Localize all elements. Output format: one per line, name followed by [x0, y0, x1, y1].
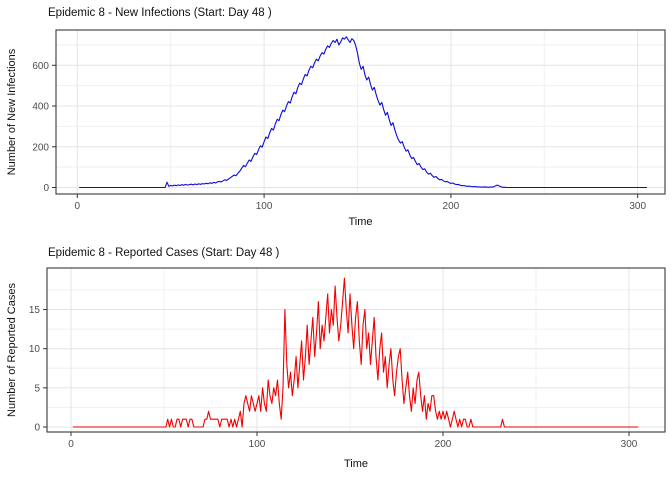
- panel-background: [47, 268, 665, 432]
- x-axis-label: Time: [343, 458, 369, 470]
- y-tick-label: 15: [29, 305, 41, 316]
- y-tick-label: 5: [34, 383, 40, 394]
- y-tick-label: 10: [29, 344, 41, 355]
- x-tick-label: 300: [621, 439, 638, 450]
- x-tick-label: 0: [68, 439, 74, 450]
- panel-border: [46, 267, 666, 433]
- new-infections-plot-canvas: 0 100 200 300 0 200 400 600: [32, 29, 666, 212]
- x-tick-label: 100: [249, 439, 266, 450]
- x-axis-label: Time: [348, 216, 373, 228]
- y-axis-label: Number of New Infections: [6, 48, 18, 176]
- x-tick-label: 100: [256, 201, 273, 212]
- panel-border: [55, 29, 666, 195]
- y-tick-label: 0: [34, 423, 40, 434]
- reported-cases-plot-canvas: 0 100 200 300 0 5 10 15: [29, 267, 666, 450]
- y-tick-label: 0: [43, 183, 49, 194]
- chart-title: Epidemic 8 - Reported Cases (Start: Day …: [48, 247, 280, 259]
- data-series-line: [72, 277, 639, 428]
- x-tick-label: 300: [629, 201, 646, 212]
- reported-cases-chart: Epidemic 8 - Reported Cases (Start: Day …: [0, 240, 672, 480]
- x-tick-label: 200: [435, 439, 452, 450]
- y-axis-label: Number of Reported Cases: [6, 283, 18, 417]
- chart-title: Epidemic 8 - New Infections (Start: Day …: [48, 7, 272, 19]
- x-tick-label: 200: [443, 201, 460, 212]
- y-tick-label: 600: [32, 61, 49, 72]
- y-tick-label: 400: [32, 102, 49, 113]
- new-infections-chart: Epidemic 8 - New Infections (Start: Day …: [6, 7, 666, 228]
- x-tick-label: 0: [75, 201, 81, 212]
- panel-background: [56, 30, 665, 194]
- y-tick-label: 200: [32, 142, 49, 153]
- data-series-line: [79, 36, 647, 189]
